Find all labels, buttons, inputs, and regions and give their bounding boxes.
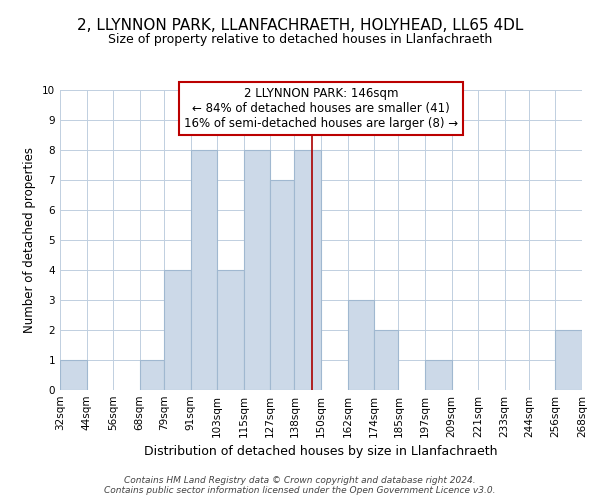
Text: 2 LLYNNON PARK: 146sqm
← 84% of detached houses are smaller (41)
16% of semi-det: 2 LLYNNON PARK: 146sqm ← 84% of detached… — [184, 87, 458, 130]
Y-axis label: Number of detached properties: Number of detached properties — [23, 147, 37, 333]
Bar — [217, 270, 244, 390]
Bar — [270, 180, 295, 390]
Bar — [164, 270, 191, 390]
X-axis label: Distribution of detached houses by size in Llanfachraeth: Distribution of detached houses by size … — [144, 446, 498, 458]
Bar — [295, 150, 321, 390]
Bar — [425, 360, 452, 390]
Bar — [556, 330, 582, 390]
Bar — [60, 360, 86, 390]
Bar — [374, 330, 398, 390]
Bar — [191, 150, 217, 390]
Bar — [347, 300, 374, 390]
Text: 2, LLYNNON PARK, LLANFACHRAETH, HOLYHEAD, LL65 4DL: 2, LLYNNON PARK, LLANFACHRAETH, HOLYHEAD… — [77, 18, 523, 32]
Bar — [244, 150, 270, 390]
Bar — [140, 360, 164, 390]
Text: Size of property relative to detached houses in Llanfachraeth: Size of property relative to detached ho… — [108, 32, 492, 46]
Text: Contains HM Land Registry data © Crown copyright and database right 2024.
Contai: Contains HM Land Registry data © Crown c… — [104, 476, 496, 495]
